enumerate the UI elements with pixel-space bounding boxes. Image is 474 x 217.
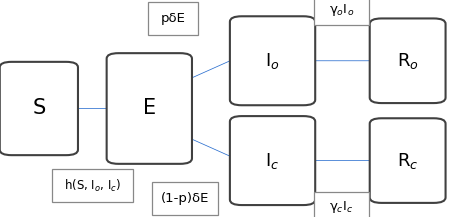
FancyBboxPatch shape xyxy=(230,16,315,105)
Text: I$_o$: I$_o$ xyxy=(265,51,280,71)
Text: pδE: pδE xyxy=(161,12,185,25)
Text: I$_c$: I$_c$ xyxy=(265,151,280,171)
FancyBboxPatch shape xyxy=(148,2,198,35)
FancyBboxPatch shape xyxy=(152,182,218,215)
FancyBboxPatch shape xyxy=(370,18,446,103)
Text: (1-p)δE: (1-p)δE xyxy=(161,192,209,205)
FancyBboxPatch shape xyxy=(230,116,315,205)
FancyBboxPatch shape xyxy=(107,53,192,164)
FancyBboxPatch shape xyxy=(52,169,133,202)
Text: h(S, I$_o$, I$_c$): h(S, I$_o$, I$_c$) xyxy=(64,178,121,194)
Text: R$_c$: R$_c$ xyxy=(397,151,419,171)
FancyBboxPatch shape xyxy=(0,62,78,155)
Text: R$_o$: R$_o$ xyxy=(397,51,419,71)
FancyBboxPatch shape xyxy=(314,0,368,25)
Text: E: E xyxy=(143,99,156,118)
Text: γ$_c$I$_c$: γ$_c$I$_c$ xyxy=(329,199,354,215)
FancyBboxPatch shape xyxy=(370,118,446,203)
Text: γ$_o$I$_o$: γ$_o$I$_o$ xyxy=(328,2,354,18)
FancyBboxPatch shape xyxy=(314,192,368,217)
Text: S: S xyxy=(32,99,46,118)
